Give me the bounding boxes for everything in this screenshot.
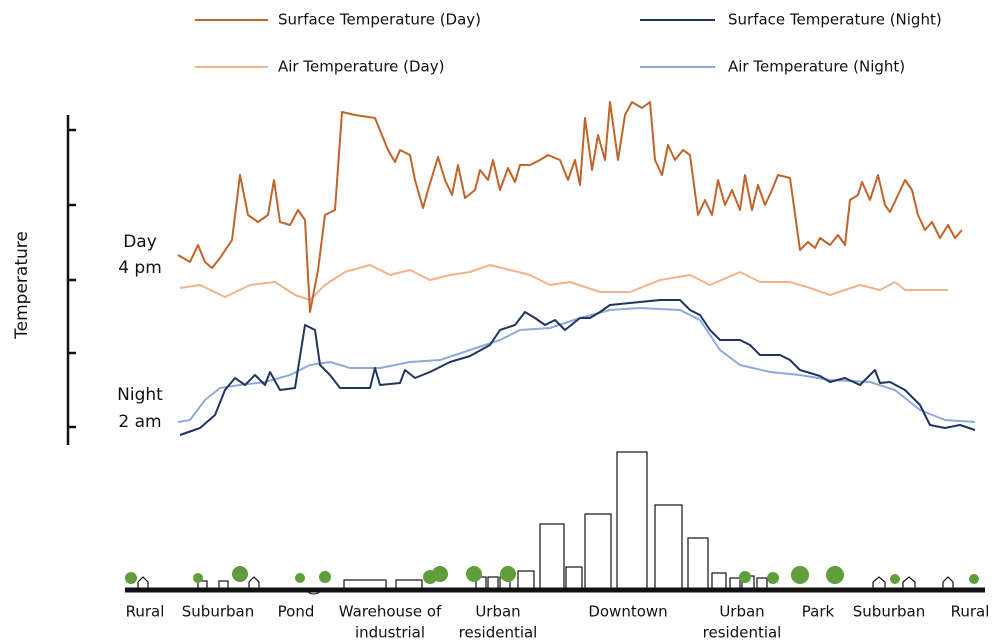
legend-label: Surface Temperature (Day): [278, 11, 481, 29]
zone-label: Urban: [475, 603, 520, 621]
zone-label: Suburban: [182, 603, 254, 621]
surface-day-curve: [177, 101, 963, 313]
zone-label: Rural: [126, 603, 165, 621]
surface-night-curve: [179, 299, 976, 436]
legend-label: Air Temperature (Night): [728, 58, 905, 76]
zone-label: Warehouse of: [339, 603, 442, 621]
zone-label: Rural: [951, 603, 990, 621]
time-label: Day: [123, 232, 157, 252]
zone-label: Downtown: [588, 603, 667, 621]
zone-labels: Rural Suburban Pond Warehouse of industrial U…: [126, 603, 990, 642]
air-night-curve: [177, 307, 976, 423]
legend-label: Surface Temperature (Night): [728, 11, 942, 29]
zone-label: Urban: [719, 603, 764, 621]
y-axis-label: Temperature: [12, 231, 32, 340]
zone-label: residential: [703, 624, 782, 642]
zone-label: industrial: [355, 624, 425, 642]
zone-label: residential: [459, 624, 538, 642]
time-label: 2 am: [118, 412, 161, 432]
buildings: [137, 451, 954, 595]
zone-label: Pond: [278, 603, 315, 621]
zone-label: Suburban: [853, 603, 925, 621]
zone-label: Park: [802, 603, 835, 621]
legend-label: Air Temperature (Day): [278, 58, 444, 76]
trees: [125, 566, 979, 584]
legend: Surface Temperature (Day) Surface Temper…: [195, 11, 942, 76]
y-axis: [66, 115, 76, 445]
time-label: Night: [117, 385, 163, 405]
time-label: 4 pm: [118, 258, 162, 278]
air-day-curve: [179, 264, 948, 301]
